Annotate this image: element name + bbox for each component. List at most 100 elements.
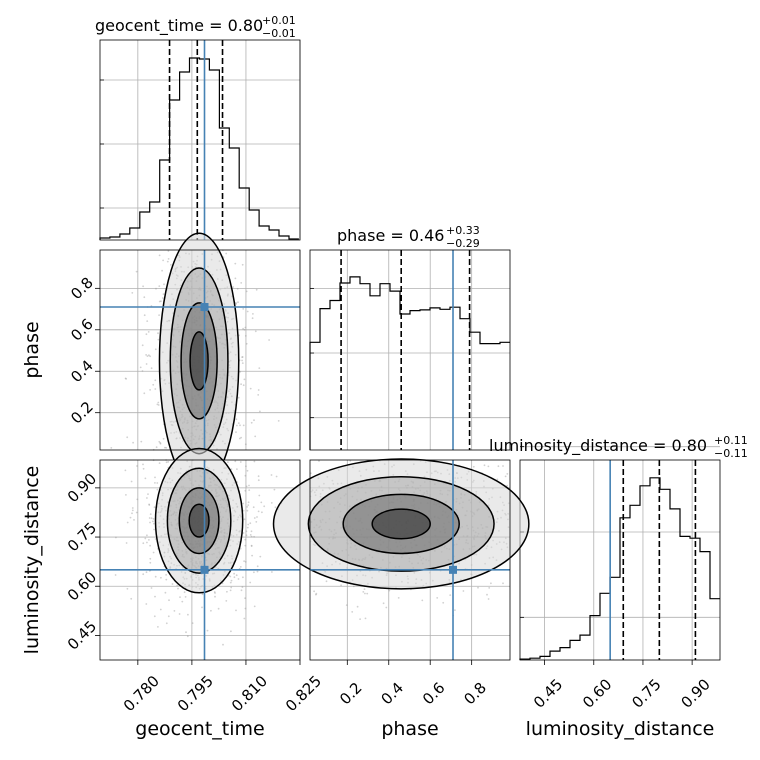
sample-point xyxy=(158,254,161,257)
sample-point xyxy=(155,446,158,449)
sample-point xyxy=(244,489,247,492)
sample-point xyxy=(244,607,247,610)
sample-point xyxy=(226,590,228,593)
sample-point xyxy=(242,502,245,505)
sample-point xyxy=(250,421,253,424)
sample-point xyxy=(313,590,315,593)
sample-point xyxy=(154,388,157,390)
y-tick-label: 0.6 xyxy=(67,315,97,345)
histogram-luminosity-distance-panel xyxy=(519,446,721,661)
contour-line xyxy=(188,503,210,538)
title-luminosity-distance-sup: +0.11 xyxy=(714,434,748,447)
sample-point xyxy=(230,586,233,589)
x-tick-label: 0.6 xyxy=(419,679,449,709)
sample-point xyxy=(201,593,204,596)
x-tick-label: 0.90 xyxy=(677,675,713,711)
sample-point xyxy=(152,518,155,520)
sample-point xyxy=(245,465,247,468)
sample-point xyxy=(161,269,164,272)
sample-point xyxy=(239,424,241,427)
sample-point xyxy=(240,589,243,592)
sample-point xyxy=(356,605,359,608)
sample-point xyxy=(246,469,249,472)
sample-point xyxy=(230,579,233,582)
sample-point xyxy=(253,419,255,422)
sample-point xyxy=(124,469,127,472)
sample-point xyxy=(229,575,232,578)
sample-point xyxy=(359,618,361,620)
contour-line xyxy=(307,475,495,572)
sample-point xyxy=(225,600,228,602)
sample-point xyxy=(257,389,260,391)
panel-frame xyxy=(519,459,721,661)
sample-point xyxy=(150,367,153,370)
sample-point xyxy=(177,587,179,590)
sample-point xyxy=(147,331,150,333)
sample-point xyxy=(238,437,241,440)
sample-point xyxy=(183,591,186,594)
title-phase-sup: +0.33 xyxy=(446,224,480,237)
sample-point xyxy=(161,297,164,299)
sample-point xyxy=(146,320,149,322)
sample-point xyxy=(187,613,189,616)
sample-point xyxy=(131,512,133,515)
sample-point xyxy=(125,542,128,544)
sample-point xyxy=(229,581,232,584)
sample-point xyxy=(246,506,249,508)
sample-point xyxy=(165,461,168,464)
x-tick-label: 0.2 xyxy=(336,679,366,709)
sample-point xyxy=(259,555,262,558)
sample-point xyxy=(160,300,162,303)
sample-point xyxy=(242,308,245,310)
sample-point xyxy=(487,465,490,468)
sample-point xyxy=(233,572,236,575)
y-tick-label: 0.8 xyxy=(67,274,97,304)
sample-point xyxy=(240,383,243,386)
sample-point xyxy=(249,387,252,390)
sample-point xyxy=(256,570,259,573)
sample-point xyxy=(245,530,248,533)
sample-point xyxy=(250,530,253,533)
sample-point xyxy=(242,576,244,579)
sample-point xyxy=(345,604,348,606)
sample-point xyxy=(149,557,152,560)
x-tick-label: 0.795 xyxy=(174,672,217,715)
sample-point xyxy=(253,460,256,463)
sample-point xyxy=(160,576,162,579)
sample-point xyxy=(244,443,247,446)
sample-point xyxy=(232,286,235,288)
contour-line xyxy=(189,331,209,391)
sample-point xyxy=(256,516,258,518)
sample-point xyxy=(131,509,134,512)
sample-point xyxy=(436,597,439,599)
sample-point xyxy=(222,643,224,646)
sample-point xyxy=(234,460,237,463)
sample-point xyxy=(145,571,148,574)
contour-line xyxy=(180,302,218,420)
sample-point xyxy=(168,599,170,602)
sample-point xyxy=(124,377,127,380)
sample-point xyxy=(156,482,159,484)
sample-point xyxy=(167,461,170,463)
sample-point xyxy=(130,480,133,483)
sample-point xyxy=(241,356,244,358)
sample-point xyxy=(502,582,504,585)
sample-point xyxy=(239,566,242,568)
sample-point xyxy=(214,595,216,598)
y-tick-label: 0.60 xyxy=(64,568,100,604)
sample-point xyxy=(247,504,250,506)
histogram-geocent-time-panel xyxy=(99,39,301,241)
sample-point xyxy=(139,366,142,369)
sample-point xyxy=(497,465,500,468)
sample-point xyxy=(149,544,152,547)
sample-point xyxy=(242,384,245,387)
sample-point xyxy=(143,296,146,299)
sample-point xyxy=(242,509,245,512)
sample-point xyxy=(185,631,187,634)
sample-point xyxy=(129,516,132,519)
sample-point xyxy=(273,488,276,491)
sample-point xyxy=(164,591,167,594)
sample-point xyxy=(135,511,138,514)
contour-line xyxy=(178,487,220,555)
sample-point xyxy=(157,332,159,335)
